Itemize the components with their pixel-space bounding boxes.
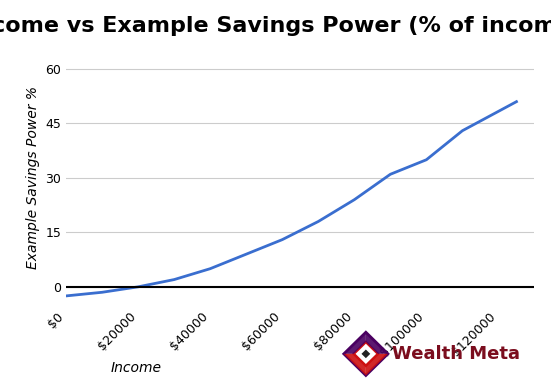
Text: Income: Income [110, 361, 161, 375]
Text: Wealth Meta: Wealth Meta [392, 345, 520, 363]
Polygon shape [361, 350, 370, 358]
Y-axis label: Example Savings Power %: Example Savings Power % [26, 86, 40, 269]
Text: Income vs Example Savings Power (% of income): Income vs Example Savings Power (% of in… [0, 16, 551, 36]
Polygon shape [344, 354, 366, 375]
Polygon shape [366, 354, 388, 375]
Polygon shape [366, 332, 388, 354]
Polygon shape [344, 332, 366, 354]
